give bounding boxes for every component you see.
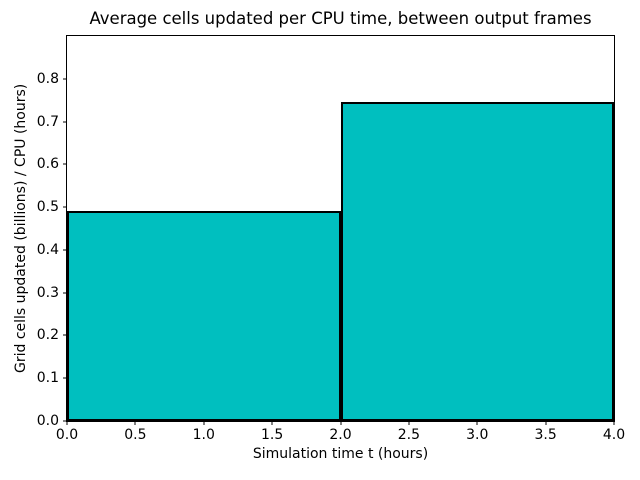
x-tick-mark <box>408 421 410 425</box>
y-tick-label: 0.3 <box>36 284 59 301</box>
x-tick-mark <box>134 421 136 425</box>
x-tick-label: 1.5 <box>260 427 284 443</box>
y-tick-mark <box>63 420 67 422</box>
y-tick-mark <box>63 78 67 80</box>
y-tick-mark <box>63 206 67 208</box>
y-tick-label: 0.0 <box>36 413 59 429</box>
y-tick-mark <box>63 377 67 379</box>
y-tick-label: 0.6 <box>36 156 59 173</box>
y-tick-label: 0.5 <box>36 199 59 216</box>
y-tick-label: 0.1 <box>36 370 59 387</box>
y-tick-label: 0.4 <box>36 241 59 258</box>
x-tick-mark <box>613 421 615 425</box>
y-tick-mark <box>63 163 67 165</box>
y-tick-label: 0.8 <box>36 70 59 87</box>
x-tick-label: 0.0 <box>55 427 79 443</box>
x-tick-mark <box>340 421 341 425</box>
x-tick-mark <box>203 421 205 425</box>
x-tick-mark <box>271 421 273 425</box>
x-axis-label: Simulation time t (hours) <box>252 446 429 462</box>
x-tick-mark <box>66 421 68 425</box>
x-tick-label: 4.0 <box>602 427 626 443</box>
x-tick-mark <box>545 421 547 425</box>
x-tick-label: 3.5 <box>534 427 557 443</box>
y-axis-label: Grid cells updated (billions) / CPU (hou… <box>13 83 29 374</box>
histogram-bar <box>67 211 341 421</box>
y-tick-label: 0.7 <box>36 113 59 130</box>
histogram-bar <box>340 102 614 421</box>
y-tick-mark <box>63 292 67 294</box>
x-tick-label: 2.5 <box>397 427 421 443</box>
y-tick-mark <box>63 121 67 123</box>
y-tick-label: 0.2 <box>36 327 59 344</box>
chart-title: Average cells updated per CPU time, betw… <box>89 9 592 29</box>
x-tick-mark <box>476 421 478 425</box>
x-tick-label: 3.0 <box>466 427 489 443</box>
x-tick-label: 0.5 <box>124 427 147 443</box>
x-tick-label: 1.0 <box>192 427 215 443</box>
y-tick-mark <box>63 334 67 336</box>
plot-area: Average cells updated per CPU time, betw… <box>13 9 625 462</box>
y-tick-mark <box>63 249 67 251</box>
x-tick-label: 2.0 <box>329 427 352 443</box>
